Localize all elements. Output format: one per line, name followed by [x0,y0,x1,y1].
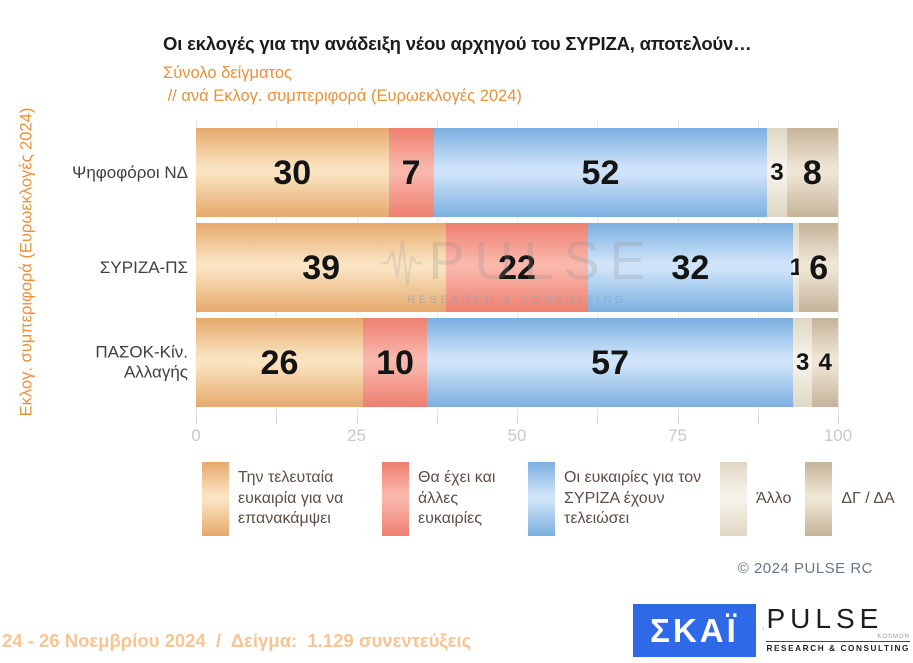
fieldwork-note: 24 - 26 Νοεμβρίου 2024 / Δείγμα: 1.129 σ… [2,630,472,651]
segment-value: 57 [591,343,629,382]
legend-item: ΔΓ / ΔΑ [805,462,895,536]
legend-swatch [720,462,747,536]
tick-mark [517,415,518,424]
segment-value: 8 [802,153,822,192]
y-axis-label: Εκλογ. συμπεριφορά (Ευρωεκλογές 2024) [17,107,36,417]
pulse-waveform-logo-icon [762,627,765,631]
bar-segment: 26 [196,318,363,407]
bar-segment: 3 [767,128,787,217]
legend-item: Άλλο [720,462,791,536]
category-label: ΣΥΡΙΖΑ-ΠΣ [99,257,188,277]
legend: Την τελευταία ευκαιρία για να επανακάμψε… [202,462,895,536]
tick-mark [196,415,197,424]
legend-swatch [805,462,833,536]
pulse-logo-rule [766,640,910,643]
legend-item: Οι ευκαιρίες για τον ΣΥΡΙΖΑ έχουν τελειώ… [528,462,706,536]
subtitle-breakdown: // ανά Εκλογ. συμπεριφορά (Ευρωεκλογές 2… [163,87,522,105]
segment-value: 7 [401,153,421,192]
segment-value: 30 [273,153,312,192]
tick-mark [276,415,278,424]
legend-swatch [202,462,229,536]
subtitle-sample: Σύνολο δείγματος [163,64,293,82]
bar-segment: 32 [587,223,794,312]
legend-label: Την τελευταία ευκαιρία για να επανακάμψε… [238,469,344,528]
x-axis: 0 25 50 75 100 [191,415,852,455]
bar-segment: 4 [812,318,838,407]
skai-logo: ΣΚΑΪ [633,604,756,657]
bar-segment: 3 [793,318,813,407]
segment-value: 39 [302,248,341,287]
segment-value: 52 [581,153,620,192]
legend-label: Άλλο [756,489,792,507]
legend-label: ΔΓ / ΔΑ [841,489,895,507]
segment-value: 32 [671,248,710,287]
bar-segment: 6 [799,223,838,312]
pulse-logo-name: PULSE [766,602,884,634]
segment-value: 3 [795,348,810,376]
skai-logo-text: ΣΚΑΪ [650,612,739,649]
legend-swatch [528,462,555,536]
segment-value: 22 [498,248,536,287]
segment-value: 6 [809,248,829,287]
tick-label: 50 [507,426,527,445]
segment-value: 26 [260,343,299,382]
bar-segment: 7 [388,128,434,217]
bar-segment: 52 [433,128,768,217]
gridline [838,120,839,415]
tick-mark [838,415,839,424]
page-title: Οι εκλογές για την ανάδειξη νέου αρχηγού… [163,33,752,54]
tick-label: 75 [668,426,687,445]
legend-item: Την τελευταία ευκαιρία για να επανακάμψε… [202,462,368,536]
category-labels: Ψηφοφόροι ΝΔ ΣΥΡΙΖΑ-ΠΣ ΠΑΣΟΚ-Κίν. Αλλαγής [46,120,188,415]
tick-label: 100 [823,426,853,445]
tick-mark [436,415,438,424]
bar-1: 30 7 52 3 8 [196,128,838,217]
legend-label: Οι ευκαιρίες για τον ΣΥΡΙΖΑ έχουν τελειώ… [564,469,702,528]
bar-segment: 8 [786,128,838,217]
segment-value: 3 [770,158,784,186]
legend-item: Θα έχει και άλλες ευκαιρίες [382,462,514,536]
category-label: Ψηφοφόροι ΝΔ [72,162,188,182]
tick-label: 25 [347,426,366,445]
category-label: ΠΑΣΟΚ-Κίν. Αλλαγής [95,342,188,382]
bar-segment: 10 [362,318,428,407]
pulse-logo-tagline: RESEARCH & CONSULTING [766,644,910,654]
pulse-logo: PULSE KOSMON RESEARCH & CONSULTING [762,597,910,661]
plot-area: 30 7 52 3 8 39 22 32 1 6 26 10 57 3 4 [196,120,839,415]
legend-swatch [382,462,409,536]
bar-2: 39 22 32 1 6 [196,223,838,312]
tick-label: 0 [191,426,201,445]
tick-mark [597,415,599,424]
tick-mark [757,415,759,424]
bar-segment: 30 [196,128,389,217]
pulse-logo-small-text: KOSMON [877,633,910,640]
bar-3: 26 10 57 3 4 [196,318,838,407]
tick-mark [677,415,679,424]
bar-segment: 57 [427,318,794,407]
bar-segment: 22 [446,223,588,312]
tick-mark [356,415,358,424]
copyright: © 2024 PULSE RC [737,560,873,577]
legend-label: Θα έχει και άλλες ευκαιρίες [418,469,496,528]
segment-value: 10 [376,343,414,382]
bar-segment: 39 [196,223,447,312]
segment-value: 4 [818,348,832,376]
